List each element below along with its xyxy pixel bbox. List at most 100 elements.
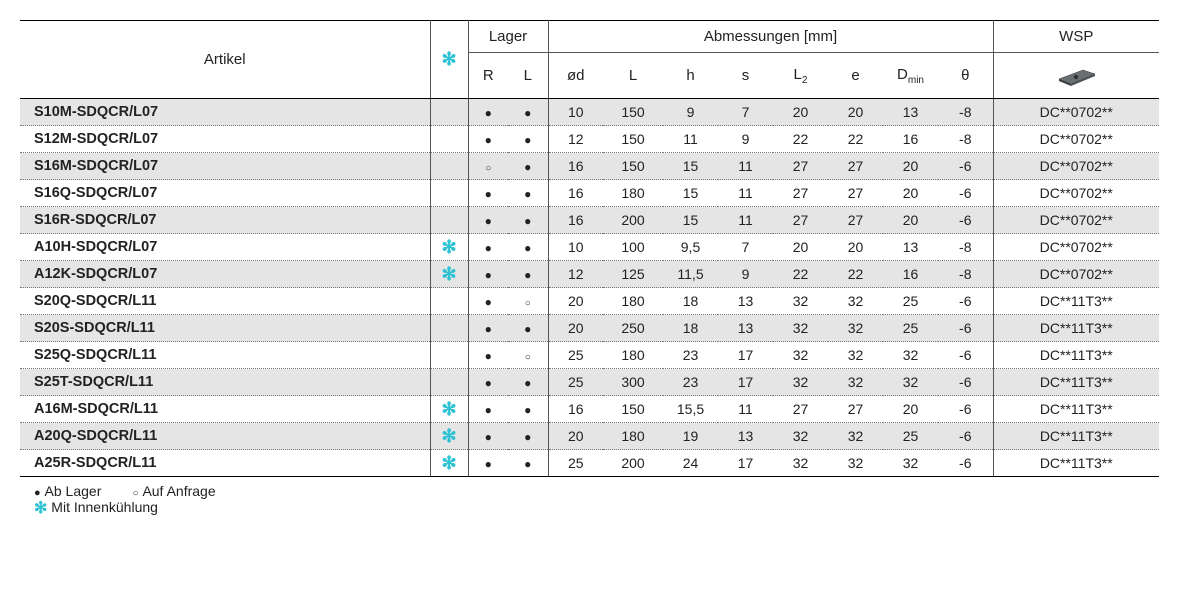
cell-L: 180	[603, 423, 663, 450]
cell-l: ●	[508, 423, 548, 450]
header-abmessungen: Abmessungen [mm]	[548, 21, 993, 53]
cell-artikel: A12K-SDQCR/L07	[20, 261, 430, 288]
cell-wsp: DC**11T3**	[993, 450, 1159, 477]
cell-artikel: S16Q-SDQCR/L07	[20, 180, 430, 207]
cell-l: ●	[508, 207, 548, 234]
table-row: S20Q-SDQCR/L11●○201801813323225-6DC**11T…	[20, 288, 1159, 315]
cell-od: 16	[548, 153, 603, 180]
table-row: S16M-SDQCR/L07○●161501511272720-6DC**070…	[20, 153, 1159, 180]
cell-coolant	[430, 288, 468, 315]
cell-r: ●	[468, 450, 508, 477]
cell-s: 11	[718, 180, 773, 207]
header-h: h	[663, 53, 718, 99]
cell-coolant	[430, 180, 468, 207]
cell-r: ●	[468, 288, 508, 315]
cell-wsp: DC**11T3**	[993, 315, 1159, 342]
cell-artikel: S10M-SDQCR/L07	[20, 99, 430, 126]
cell-artikel: A25R-SDQCR/L11	[20, 450, 430, 477]
cell-L: 100	[603, 234, 663, 261]
cell-od: 25	[548, 342, 603, 369]
cell-h: 23	[663, 369, 718, 396]
cell-l2: 32	[773, 342, 828, 369]
cell-L: 150	[603, 126, 663, 153]
header-wsp: WSP	[993, 21, 1159, 53]
cell-l: ●	[508, 369, 548, 396]
cell-e: 32	[828, 450, 883, 477]
cell-wsp: DC**11T3**	[993, 396, 1159, 423]
cell-artikel: S16R-SDQCR/L07	[20, 207, 430, 234]
cell-od: 20	[548, 315, 603, 342]
cell-L: 150	[603, 153, 663, 180]
cell-coolant: ✻	[430, 450, 468, 477]
cell-e: 32	[828, 288, 883, 315]
cell-od: 16	[548, 207, 603, 234]
header-od: ød	[548, 53, 603, 99]
cell-l2: 27	[773, 396, 828, 423]
header-theta: θ	[938, 53, 993, 99]
cell-s: 7	[718, 234, 773, 261]
cell-r: ●	[468, 369, 508, 396]
cell-l: ●	[508, 261, 548, 288]
cell-L: 250	[603, 315, 663, 342]
cell-r: ●	[468, 342, 508, 369]
legend: ● Ab Lager ○ Auf Anfrage ✻ Mit Innenkühl…	[20, 477, 1159, 517]
cell-h: 11	[663, 126, 718, 153]
cell-coolant: ✻	[430, 234, 468, 261]
cell-dmin: 32	[883, 342, 938, 369]
cell-l2: 22	[773, 126, 828, 153]
cell-s: 13	[718, 315, 773, 342]
cell-e: 32	[828, 342, 883, 369]
cell-l: ●	[508, 450, 548, 477]
cell-artikel: A10H-SDQCR/L07	[20, 234, 430, 261]
cell-od: 20	[548, 288, 603, 315]
cell-coolant: ✻	[430, 423, 468, 450]
cell-theta: -8	[938, 261, 993, 288]
cell-od: 10	[548, 99, 603, 126]
table-row: A12K-SDQCR/L07✻●●1212511,59222216-8DC**0…	[20, 261, 1159, 288]
table-row: S20S-SDQCR/L11●●202501813323225-6DC**11T…	[20, 315, 1159, 342]
cell-l2: 22	[773, 261, 828, 288]
cell-r: ●	[468, 396, 508, 423]
cell-l2: 27	[773, 153, 828, 180]
cell-l2: 32	[773, 288, 828, 315]
cell-s: 11	[718, 396, 773, 423]
cell-dmin: 16	[883, 261, 938, 288]
cell-e: 32	[828, 315, 883, 342]
cell-r: ●	[468, 207, 508, 234]
header-r: R	[468, 53, 508, 99]
cell-artikel: A16M-SDQCR/L11	[20, 396, 430, 423]
cell-s: 7	[718, 99, 773, 126]
cell-artikel: S25T-SDQCR/L11	[20, 369, 430, 396]
cell-dmin: 25	[883, 423, 938, 450]
cell-coolant	[430, 369, 468, 396]
cell-coolant	[430, 99, 468, 126]
cell-l2: 32	[773, 369, 828, 396]
table-row: S12M-SDQCR/L07●●12150119222216-8DC**0702…	[20, 126, 1159, 153]
cell-L: 180	[603, 288, 663, 315]
cell-artikel: A20Q-SDQCR/L11	[20, 423, 430, 450]
cell-theta: -6	[938, 180, 993, 207]
cell-theta: -6	[938, 423, 993, 450]
cell-artikel: S16M-SDQCR/L07	[20, 153, 430, 180]
cell-od: 12	[548, 261, 603, 288]
cell-od: 16	[548, 180, 603, 207]
cell-dmin: 13	[883, 234, 938, 261]
cell-L: 200	[603, 207, 663, 234]
cell-theta: -6	[938, 153, 993, 180]
cell-l2: 27	[773, 180, 828, 207]
cell-wsp: DC**11T3**	[993, 342, 1159, 369]
table-row: A25R-SDQCR/L11✻●●252002417323232-6DC**11…	[20, 450, 1159, 477]
cell-od: 12	[548, 126, 603, 153]
cell-dmin: 25	[883, 288, 938, 315]
header-wsp-icon	[993, 53, 1159, 99]
cell-dmin: 32	[883, 369, 938, 396]
table-row: S16Q-SDQCR/L07●●161801511272720-6DC**070…	[20, 180, 1159, 207]
cell-l2: 27	[773, 207, 828, 234]
cell-theta: -6	[938, 288, 993, 315]
table-row: A20Q-SDQCR/L11✻●●201801913323225-6DC**11…	[20, 423, 1159, 450]
table-row: S10M-SDQCR/L07●●1015097202013-8DC**0702*…	[20, 99, 1159, 126]
cell-l2: 32	[773, 315, 828, 342]
cell-l: ●	[508, 315, 548, 342]
table-row: A10H-SDQCR/L07✻●●101009,57202013-8DC**07…	[20, 234, 1159, 261]
cell-l: ●	[508, 126, 548, 153]
